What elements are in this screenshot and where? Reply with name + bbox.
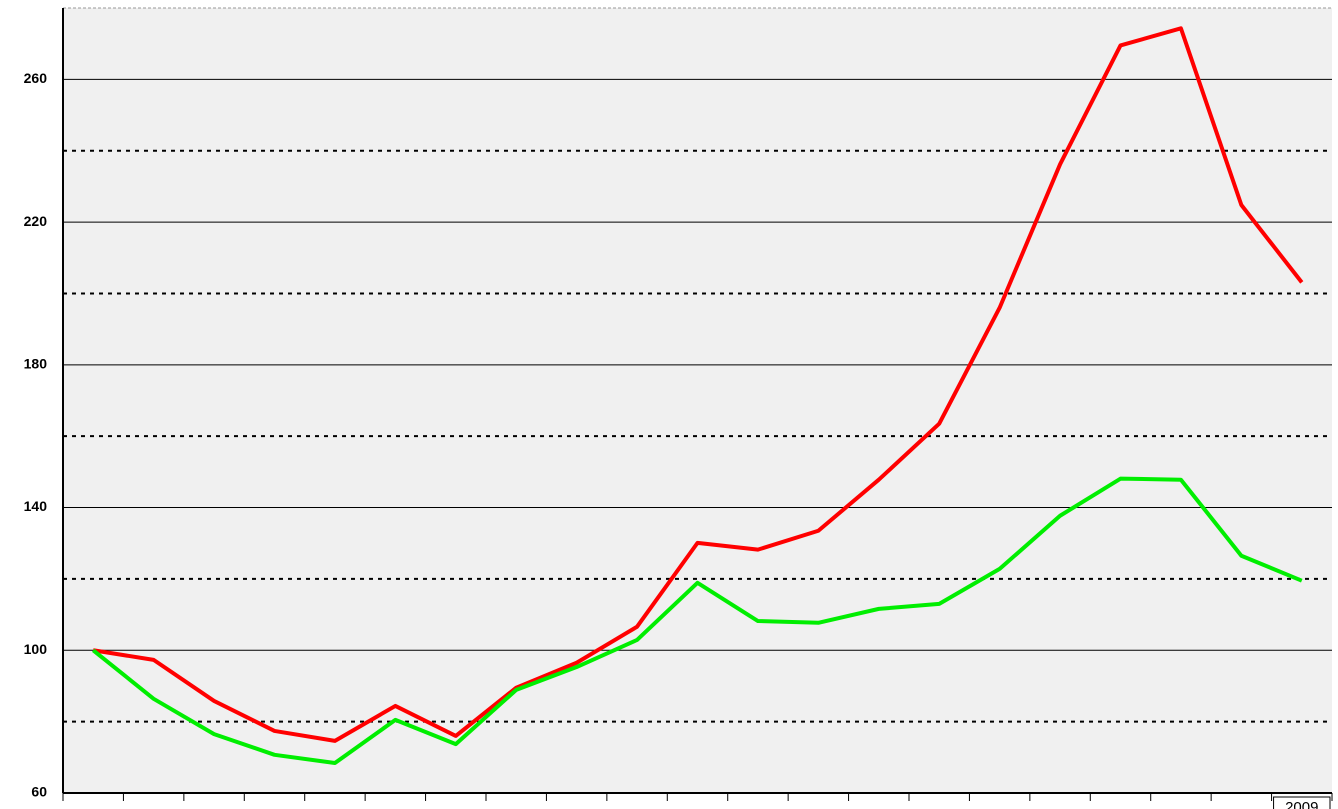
y-tick-label: 180 [24, 356, 48, 372]
y-tick-label: 220 [24, 213, 48, 229]
y-tick-label: 60 [31, 784, 47, 800]
series-line [92, 26, 1304, 743]
series-line [91, 476, 1303, 766]
y-tick-label: 100 [24, 641, 48, 657]
y-tick-label: 260 [24, 70, 48, 86]
plot-background [63, 8, 1332, 793]
y-tick-label: 140 [24, 498, 48, 514]
x-label-box [1273, 796, 1331, 809]
x-tick-label: 2009 [1285, 799, 1318, 809]
